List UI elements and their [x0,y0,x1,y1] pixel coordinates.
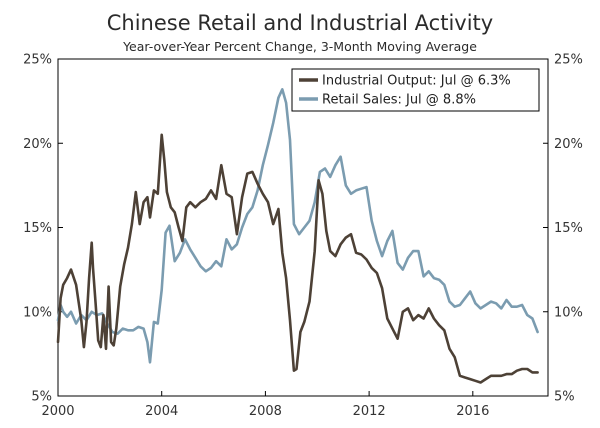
y-tick-label-left: 20% [23,137,52,152]
chart-title: Chinese Retail and Industrial Activity [107,11,493,35]
y-axis-left: 5% 10% 15% 20% 25% [23,53,63,405]
y-tick-label-right: 10% [554,305,583,320]
y-tick-label-left: 10% [23,305,52,320]
series-line-industrial-output [56,133,539,384]
y-tick-label-left: 25% [23,53,52,68]
x-axis: 2000 2004 2008 2012 2016 [41,391,489,419]
x-tick-label: 2016 [456,404,489,419]
series-line-retail-sales [56,88,539,364]
x-tick-label: 2008 [249,404,282,419]
y-axis-right: 5% 10% 15% 20% 25% [543,53,583,405]
y-tick-label-right: 20% [554,137,583,152]
series-layer [56,88,539,384]
legend-box [291,68,540,112]
chart-subtitle: Year-over-Year Percent Change, 3-Month M… [122,39,477,54]
x-tick-label: 2000 [41,404,74,419]
x-tick-label: 2004 [145,404,178,419]
legend-label-retail-sales: Retail Sales: Jul @ 8.8% [322,93,476,108]
y-tick-label-right: 5% [554,390,575,405]
x-tick-label: 2012 [353,404,386,419]
y-tick-label-right: 25% [554,53,583,68]
legend-label-industrial-output: Industrial Output: Jul @ 6.3% [322,74,511,89]
legend: Industrial Output: Jul @ 6.3% Retail Sal… [291,68,540,112]
y-tick-label-right: 15% [554,221,583,236]
y-tick-label-left: 15% [23,221,52,236]
y-tick-label-left: 5% [31,390,52,405]
